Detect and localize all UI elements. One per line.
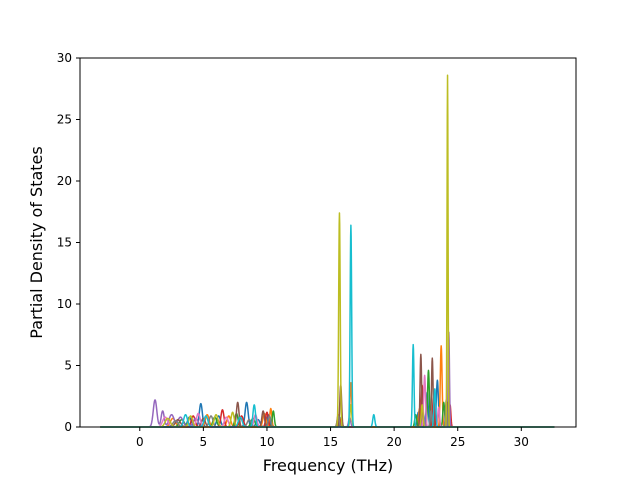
x-tick-label: 10: [259, 435, 274, 449]
y-axis-label: Partial Density of States: [27, 146, 46, 338]
x-tick-label: 20: [386, 435, 401, 449]
y-tick-label: 5: [64, 359, 72, 373]
y-tick-label: 15: [57, 236, 72, 250]
tick-layer: 0 5 10 15 20 25 30 0 5 10 15 20 25 30: [57, 51, 529, 449]
x-tick-label: 25: [450, 435, 465, 449]
x-axis-label: Frequency (THz): [263, 456, 393, 475]
y-tick-label: 0: [64, 420, 72, 434]
y-tick-label: 20: [57, 174, 72, 188]
plot-frame: [79, 57, 577, 428]
y-tick-label: 10: [57, 297, 72, 311]
y-tick-label: 30: [57, 51, 72, 65]
x-tick-label: 5: [200, 435, 208, 449]
x-tick-label: 0: [136, 435, 144, 449]
x-tick-label: 30: [514, 435, 529, 449]
x-tick-label: 15: [323, 435, 338, 449]
y-tick-label: 25: [57, 113, 72, 127]
